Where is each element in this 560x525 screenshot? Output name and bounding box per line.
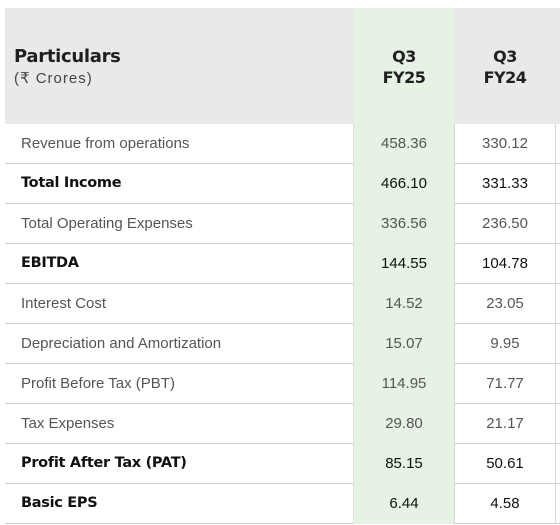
table-row: Interest Cost 14.52 23.05 <box>5 284 560 324</box>
column-divider <box>353 404 354 444</box>
value-q3fy25: 458.36 <box>354 124 454 164</box>
column-divider <box>555 404 556 444</box>
value-q3fy25: 6.44 <box>354 484 454 524</box>
column-divider <box>353 484 354 524</box>
header-q3fy24-cell: Q3 FY24 <box>455 8 555 124</box>
financial-table: Particulars (₹ Crores) Q3 FY25 Q3 FY24 R… <box>5 8 560 524</box>
value-q3fy25: 14.52 <box>354 284 454 324</box>
value-q3fy25: 144.55 <box>354 244 454 284</box>
row-label: Basic EPS <box>21 495 98 511</box>
column-divider <box>454 364 455 404</box>
value-q3fy25: 85.15 <box>354 444 454 484</box>
value-q3fy24: 50.61 <box>486 455 524 472</box>
column-divider <box>454 324 455 364</box>
value-q3fy24: 23.05 <box>486 295 524 312</box>
column-divider <box>353 244 354 284</box>
table-row: Revenue from operations 458.36 330.12 <box>5 124 560 164</box>
column-divider <box>353 324 354 364</box>
column-divider <box>353 284 354 324</box>
column-divider <box>353 164 354 204</box>
column-divider <box>555 484 556 524</box>
header-subtitle: (₹ Crores) <box>14 70 93 87</box>
value-q3fy24: 104.78 <box>482 255 528 272</box>
column-header-q3fy25-line1: Q3 <box>392 47 416 66</box>
value-q3fy25: 336.56 <box>354 204 454 244</box>
value-q3fy24: 9.95 <box>490 335 520 352</box>
column-divider <box>555 284 556 324</box>
row-label: Profit After Tax (PAT) <box>21 455 187 471</box>
column-divider <box>454 244 455 284</box>
column-header-q3fy24-line1: Q3 <box>493 47 517 66</box>
table-row: Tax Expenses 29.80 21.17 <box>5 404 560 444</box>
value-q3fy24: 330.12 <box>482 135 528 152</box>
row-label: Profit Before Tax (PBT) <box>21 375 175 392</box>
table-header: Particulars (₹ Crores) Q3 FY25 Q3 FY24 <box>5 8 560 124</box>
column-divider <box>454 204 455 244</box>
table-row: Total Operating Expenses 336.56 236.50 <box>5 204 560 244</box>
column-header-q3fy24-line2: FY24 <box>483 68 527 87</box>
column-divider <box>454 404 455 444</box>
table-body: Revenue from operations 458.36 330.12 Total… <box>5 124 560 524</box>
value-q3fy24: 331.33 <box>482 175 528 192</box>
column-divider <box>454 484 455 524</box>
column-header-q3fy25: Q3 FY25 <box>354 46 454 88</box>
column-divider <box>555 164 556 204</box>
value-q3fy25: 114.95 <box>354 364 454 404</box>
table-row: Profit After Tax (PAT) 85.15 50.61 <box>5 444 560 484</box>
row-label: Revenue from operations <box>21 135 190 152</box>
value-q3fy25: 466.10 <box>354 164 454 204</box>
table-row: Basic EPS 6.44 4.58 <box>5 484 560 524</box>
row-label: Interest Cost <box>21 295 107 312</box>
column-header-q3fy24: Q3 FY24 <box>455 46 555 88</box>
column-divider <box>353 124 354 164</box>
value-q3fy24: 236.50 <box>482 215 528 232</box>
column-divider <box>555 204 556 244</box>
column-divider <box>353 364 354 404</box>
header-title: Particulars <box>14 46 121 67</box>
column-header-q3fy25-line2: FY25 <box>382 68 426 87</box>
column-divider <box>555 364 556 404</box>
column-divider <box>454 284 455 324</box>
column-divider <box>454 444 455 484</box>
value-q3fy24: 4.58 <box>490 495 520 512</box>
row-label: Total Operating Expenses <box>21 215 193 232</box>
table-row: Depreciation and Amortization 15.07 9.95 <box>5 324 560 364</box>
row-label: Tax Expenses <box>21 415 115 432</box>
value-q3fy24: 71.77 <box>486 375 524 392</box>
column-divider <box>353 204 354 244</box>
header-particulars-cell: Particulars (₹ Crores) <box>5 8 353 124</box>
column-divider <box>555 244 556 284</box>
header-edge-cell <box>556 8 560 124</box>
header-q3fy25-cell: Q3 FY25 <box>354 8 454 124</box>
column-divider <box>555 444 556 484</box>
row-label: Depreciation and Amortization <box>21 335 222 352</box>
value-q3fy24: 21.17 <box>486 415 524 432</box>
column-divider <box>555 124 556 164</box>
row-label: Total Income <box>21 175 122 191</box>
column-divider <box>353 444 354 484</box>
table-row: EBITDA 144.55 104.78 <box>5 244 560 284</box>
value-q3fy25: 15.07 <box>354 324 454 364</box>
column-divider <box>555 324 556 364</box>
column-divider <box>454 164 455 204</box>
column-divider <box>454 124 455 164</box>
table-row: Total Income 466.10 331.33 <box>5 164 560 204</box>
value-q3fy25: 29.80 <box>354 404 454 444</box>
row-label: EBITDA <box>21 255 79 271</box>
table-row: Profit Before Tax (PBT) 114.95 71.77 <box>5 364 560 404</box>
